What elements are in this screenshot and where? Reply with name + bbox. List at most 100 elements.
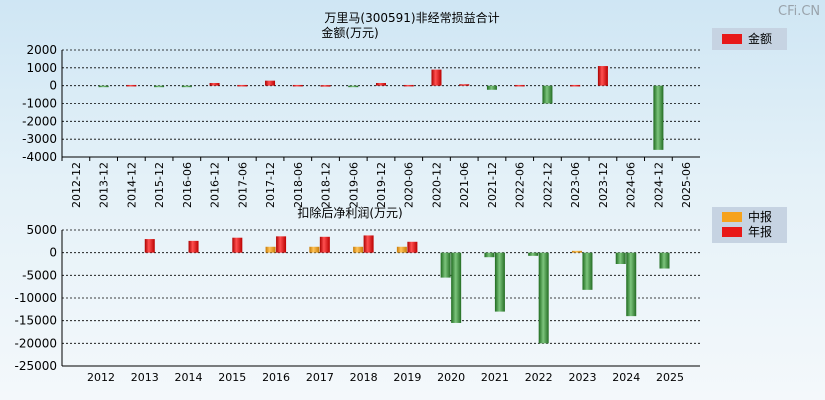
chart2-bars <box>144 235 670 344</box>
chart2-x-tick-label: 2013 <box>131 371 159 384</box>
chart2-x-tick-label: 2022 <box>525 371 553 384</box>
chart1-x-tick-label: 2020-06 <box>403 162 416 208</box>
chart2-bar-annual-2022 <box>538 252 549 344</box>
chart1-x-tick-label: 2019-06 <box>347 162 360 208</box>
chart2-bar-annual-2017 <box>319 236 330 253</box>
chart2-bar-interim-2018 <box>353 246 364 253</box>
chart1-x-tick-label: 2023-06 <box>569 162 582 208</box>
chart1-bar-2015-12 <box>154 85 165 88</box>
chart1-x-tick-label: 2020-12 <box>430 162 443 208</box>
chart2-x-tick-label: 2016 <box>262 371 290 384</box>
chart1-x-tick-label: 2021-06 <box>458 162 471 208</box>
c2-y-tick-label: -25000 <box>14 359 57 373</box>
chart1-x-tick-label: 2012-12 <box>70 162 83 208</box>
chart1-x-tick-label: 2022-12 <box>541 162 554 208</box>
chart1-bar-2014-12 <box>126 84 137 87</box>
chart2-title: 扣除后净利润(万元) <box>297 205 402 220</box>
chart2-x-tick-label: 2012 <box>87 371 115 384</box>
chart1-x-tick-label: 2013-12 <box>98 162 111 208</box>
c2-y-tick-label: -20000 <box>14 336 57 350</box>
chart2-legend-label-interim: 中报 <box>748 209 772 224</box>
chart2-x-tick-label: 2024 <box>612 371 640 384</box>
chart2-bar-interim-2022 <box>528 252 539 256</box>
chart2-x-tick-label: 2025 <box>656 371 684 384</box>
c2-y-tick-label: 5000 <box>26 223 57 237</box>
chart2-bar-interim-2019 <box>396 246 407 253</box>
chart2-bar-annual-2014 <box>188 240 199 253</box>
chart1-x-tick-labels: 2012-12 2013-12 2014-12 2015-12 2016-06 2016-… <box>61 157 693 208</box>
chart1-title: 万里马(300591)非经常损益合计 <box>324 10 499 25</box>
chart2-x-tick-label: 2015 <box>218 371 246 384</box>
chart1-x-tick-label: 2024-12 <box>652 162 665 208</box>
chart2-bar-interim-2023 <box>571 250 582 253</box>
watermark: CFi.CN <box>778 4 820 19</box>
chart1-x-tick-label: 2016-06 <box>181 162 194 208</box>
chart2-bar-annual-2021 <box>494 252 505 312</box>
chart1-axes <box>61 50 700 158</box>
chart1-bar-2019-12 <box>376 82 386 86</box>
chart2-x-tick-labels: 2012 2013 2014 2015 2016 2017 2018 2019 2020 2021… <box>87 371 684 384</box>
chart1-bar-2013-12 <box>98 85 109 88</box>
chart1-bar-2023-12 <box>597 66 608 86</box>
chart2-bar-annual-2018 <box>363 235 374 253</box>
c1-y-tick-label: -2000 <box>22 114 57 128</box>
chart1-bars <box>98 66 664 150</box>
chart1-bar-2021-12 <box>486 85 497 90</box>
chart2-bar-annual-2024 <box>626 252 637 317</box>
chart1-bar-2019-06 <box>348 85 359 88</box>
c1-y-tick-label: -3000 <box>22 132 57 146</box>
chart1-subtitle: 金额(万元) <box>321 25 378 40</box>
chart1-bar-2016-12 <box>209 82 220 86</box>
chart2-bar-interim-2020 <box>440 252 451 278</box>
chart2-x-tick-label: 2023 <box>568 371 596 384</box>
chart1-x-tick-label: 2024-06 <box>625 162 638 208</box>
chart2-bar-interim-2024 <box>615 252 626 264</box>
chart1-x-tick-label: 2019-12 <box>375 162 388 208</box>
chart1-x-tick-label: 2018-12 <box>320 162 333 208</box>
chart2-x-tick-label: 2017 <box>306 371 334 384</box>
chart1-x-tick-label: 2017-06 <box>236 162 249 208</box>
chart2-bar-annual-2023 <box>582 252 593 290</box>
c1-y-tick-label: 0 <box>49 79 57 93</box>
chart2-bar-annual-2015 <box>232 237 243 253</box>
chart2-bar-annual-2013 <box>144 239 155 253</box>
chart1-bar-2016-06 <box>181 85 192 88</box>
chart2-x-tick-label: 2018 <box>350 371 378 384</box>
chart1-x-tick-label: 2025-06 <box>680 162 693 208</box>
chart1-bar-2022-12 <box>542 85 553 104</box>
c2-y-tick-label: -15000 <box>14 314 57 328</box>
chart1-bar-2024-12 <box>653 85 664 150</box>
chart1-x-tick-label: 2023-12 <box>597 162 610 208</box>
chart2-y-tick-labels: 5000 0 -5000 -10000 -15000 -20000 -25000 <box>14 223 57 373</box>
c2-y-tick-label: 0 <box>49 246 57 260</box>
c2-y-tick-label: -5000 <box>22 268 57 282</box>
chart1-x-tick-label: 2018-06 <box>292 162 305 208</box>
chart1-x-tick-label: 2022-06 <box>514 162 527 208</box>
chart2-axes <box>61 230 700 367</box>
chart1-bar-2020-06 <box>403 84 414 87</box>
chart2-bar-interim-2016 <box>265 246 276 253</box>
chart2-bar-interim-2025 <box>659 252 670 269</box>
chart2-x-tick-label: 2014 <box>175 371 203 384</box>
chart2-legend: 中报 年报 <box>712 207 787 243</box>
chart1-legend: 金额 <box>712 28 787 50</box>
chart1-x-tick-label: 2014-12 <box>125 162 138 208</box>
chart2-x-tick-label: 2020 <box>437 371 465 384</box>
chart1-bar-2021-06 <box>459 84 470 86</box>
chart1-bar-2022-06 <box>514 84 525 87</box>
chart1-legend-swatch <box>722 34 742 44</box>
chart2-x-tick-label: 2019 <box>393 371 421 384</box>
c1-y-tick-label: -1000 <box>22 97 57 111</box>
chart1-bar-2023-06 <box>570 84 581 87</box>
c1-y-tick-label: -4000 <box>22 150 57 164</box>
chart1-legend-box <box>712 28 787 50</box>
c2-y-tick-label: -10000 <box>14 291 57 305</box>
chart2-bar-annual-2020 <box>451 252 462 323</box>
chart2-bar-interim-2021 <box>484 252 495 258</box>
chart1-legend-label: 金额 <box>748 31 772 46</box>
chart2-legend-label-annual: 年报 <box>748 224 772 239</box>
chart1-x-tick-label: 2021-12 <box>486 162 499 208</box>
chart2-bar-annual-2016 <box>276 236 287 253</box>
chart2-bar-annual-2019 <box>407 241 418 253</box>
